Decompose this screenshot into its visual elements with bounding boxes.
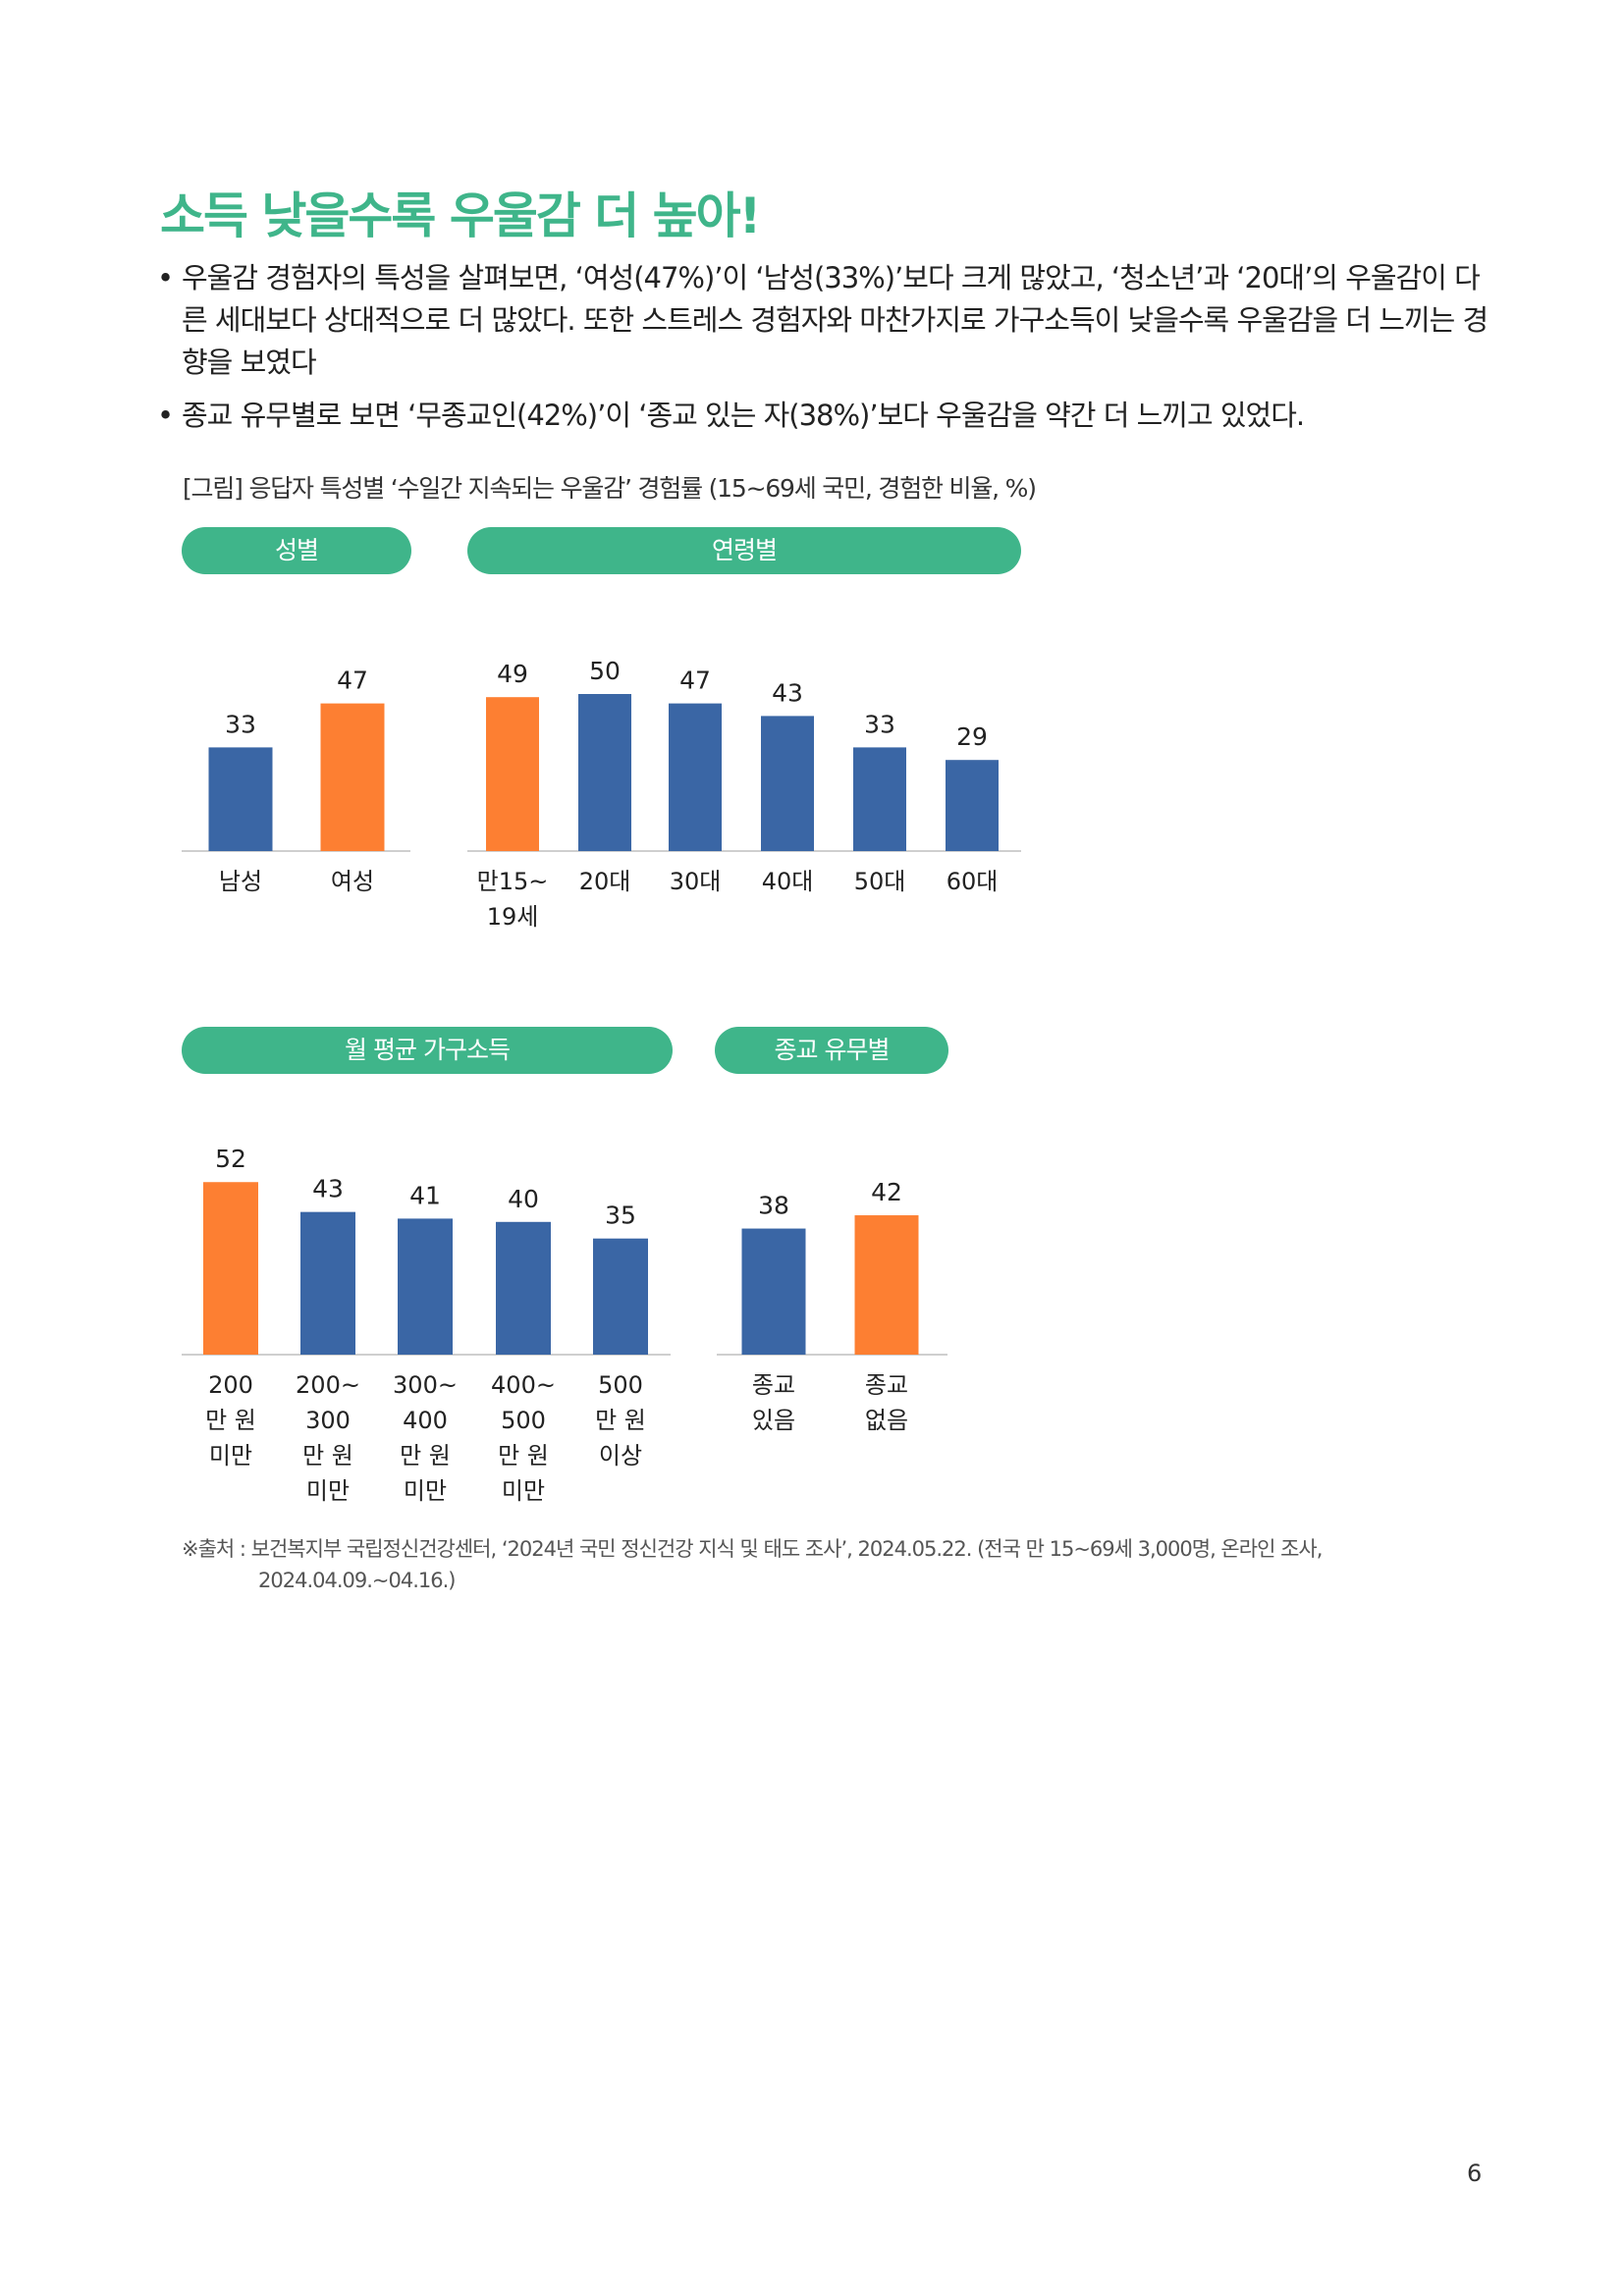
- chart-bar: [853, 747, 906, 851]
- chart-bar: [398, 1218, 453, 1355]
- chart-title-religion: 종교 유무별: [715, 1027, 948, 1074]
- data-label: 41: [409, 1181, 441, 1209]
- data-label: 49: [497, 660, 528, 688]
- figure-caption: [그림] 응답자 특성별 ‘수일간 지속되는 우울감’ 경험률 (15~69세 …: [183, 474, 1037, 503]
- data-label: 42: [871, 1178, 902, 1206]
- category-label: 여성: [331, 868, 374, 895]
- data-label: 43: [312, 1175, 344, 1203]
- category-label: 만15~ 19세: [477, 868, 549, 931]
- page-heading: 소득 낮을수록 우울감 더 높아!: [160, 187, 761, 244]
- category-label: 500 만 원 이상: [595, 1371, 646, 1469]
- data-label: 47: [679, 667, 711, 695]
- chart-bar: [496, 1221, 551, 1355]
- category-label: 50대: [854, 868, 906, 895]
- page-number: 6: [1467, 2160, 1483, 2187]
- data-label: 50: [589, 657, 621, 685]
- bullet-list: 우울감 경험자의 특성을 살펴보면, ‘여성(47%)’이 ‘남성(33%)’보…: [157, 257, 1492, 448]
- bullet-item: 종교 유무별로 보면 ‘무종교인(42%)’이 ‘종교 있는 자(38%)’보다…: [157, 395, 1492, 437]
- bullet-item: 우울감 경험자의 특성을 살펴보면, ‘여성(47%)’이 ‘남성(33%)’보…: [157, 257, 1492, 384]
- chart-bar: [486, 697, 539, 851]
- data-label: 38: [758, 1192, 789, 1220]
- category-label: 종교 없음: [865, 1371, 908, 1434]
- chart-bar: [854, 1215, 919, 1355]
- source-line-1: ※출처 : 보건복지부 국립정신건강센터, ‘2024년 국민 정신건강 지식 …: [182, 1537, 1323, 1561]
- category-label: 40대: [762, 868, 814, 895]
- chart-bar: [761, 716, 814, 851]
- chart-title-income: 월 평균 가구소득: [182, 1027, 673, 1074]
- data-label: 29: [956, 722, 988, 751]
- source-note: ※출처 : 보건복지부 국립정신건강센터, ‘2024년 국민 정신건강 지식 …: [182, 1533, 1323, 1596]
- chart-bar: [203, 1182, 258, 1355]
- source-line-2: 2024.04.09.~04.16.): [258, 1569, 457, 1592]
- chart-bar: [946, 760, 999, 851]
- category-label: 남성: [219, 868, 262, 895]
- chart-bar: [593, 1238, 648, 1355]
- chart-bar: [320, 703, 385, 851]
- category-label: 400~ 500 만 원 미만: [491, 1371, 556, 1505]
- data-label: 35: [605, 1201, 636, 1230]
- chart-bar: [741, 1228, 806, 1355]
- category-label: 300~ 400 만 원 미만: [393, 1371, 458, 1505]
- data-label: 43: [772, 678, 803, 707]
- chart-title-age: 연령별: [467, 527, 1021, 574]
- chart-bar: [578, 694, 631, 851]
- data-label: 33: [225, 710, 256, 738]
- data-label: 52: [215, 1145, 246, 1173]
- chart-bar: [669, 703, 722, 851]
- data-label: 40: [508, 1185, 539, 1213]
- category-label: 종교 있음: [752, 1371, 795, 1434]
- chart-title-gender: 성별: [182, 527, 411, 574]
- data-label: 47: [337, 667, 368, 695]
- chart-bar: [300, 1211, 355, 1355]
- category-label: 60대: [947, 868, 999, 895]
- category-label: 20대: [579, 868, 631, 895]
- data-label: 33: [864, 710, 895, 738]
- chart-bar: [208, 747, 273, 851]
- category-label: 30대: [670, 868, 722, 895]
- category-label: 200~ 300 만 원 미만: [296, 1371, 360, 1505]
- category-label: 200 만 원 미만: [205, 1371, 256, 1469]
